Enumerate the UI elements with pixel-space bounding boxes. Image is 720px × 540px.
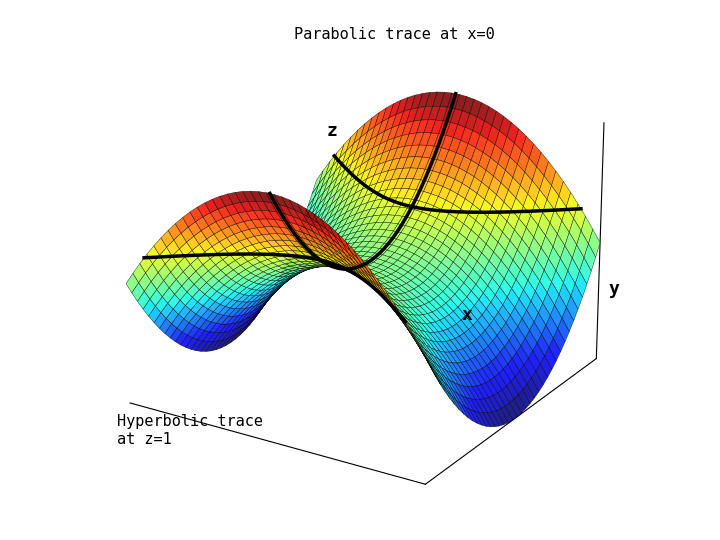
Text: Parabolic trace at x=0: Parabolic trace at x=0 [294,27,495,42]
Text: Hyperbolic trace
at z=1: Hyperbolic trace at z=1 [117,414,263,447]
